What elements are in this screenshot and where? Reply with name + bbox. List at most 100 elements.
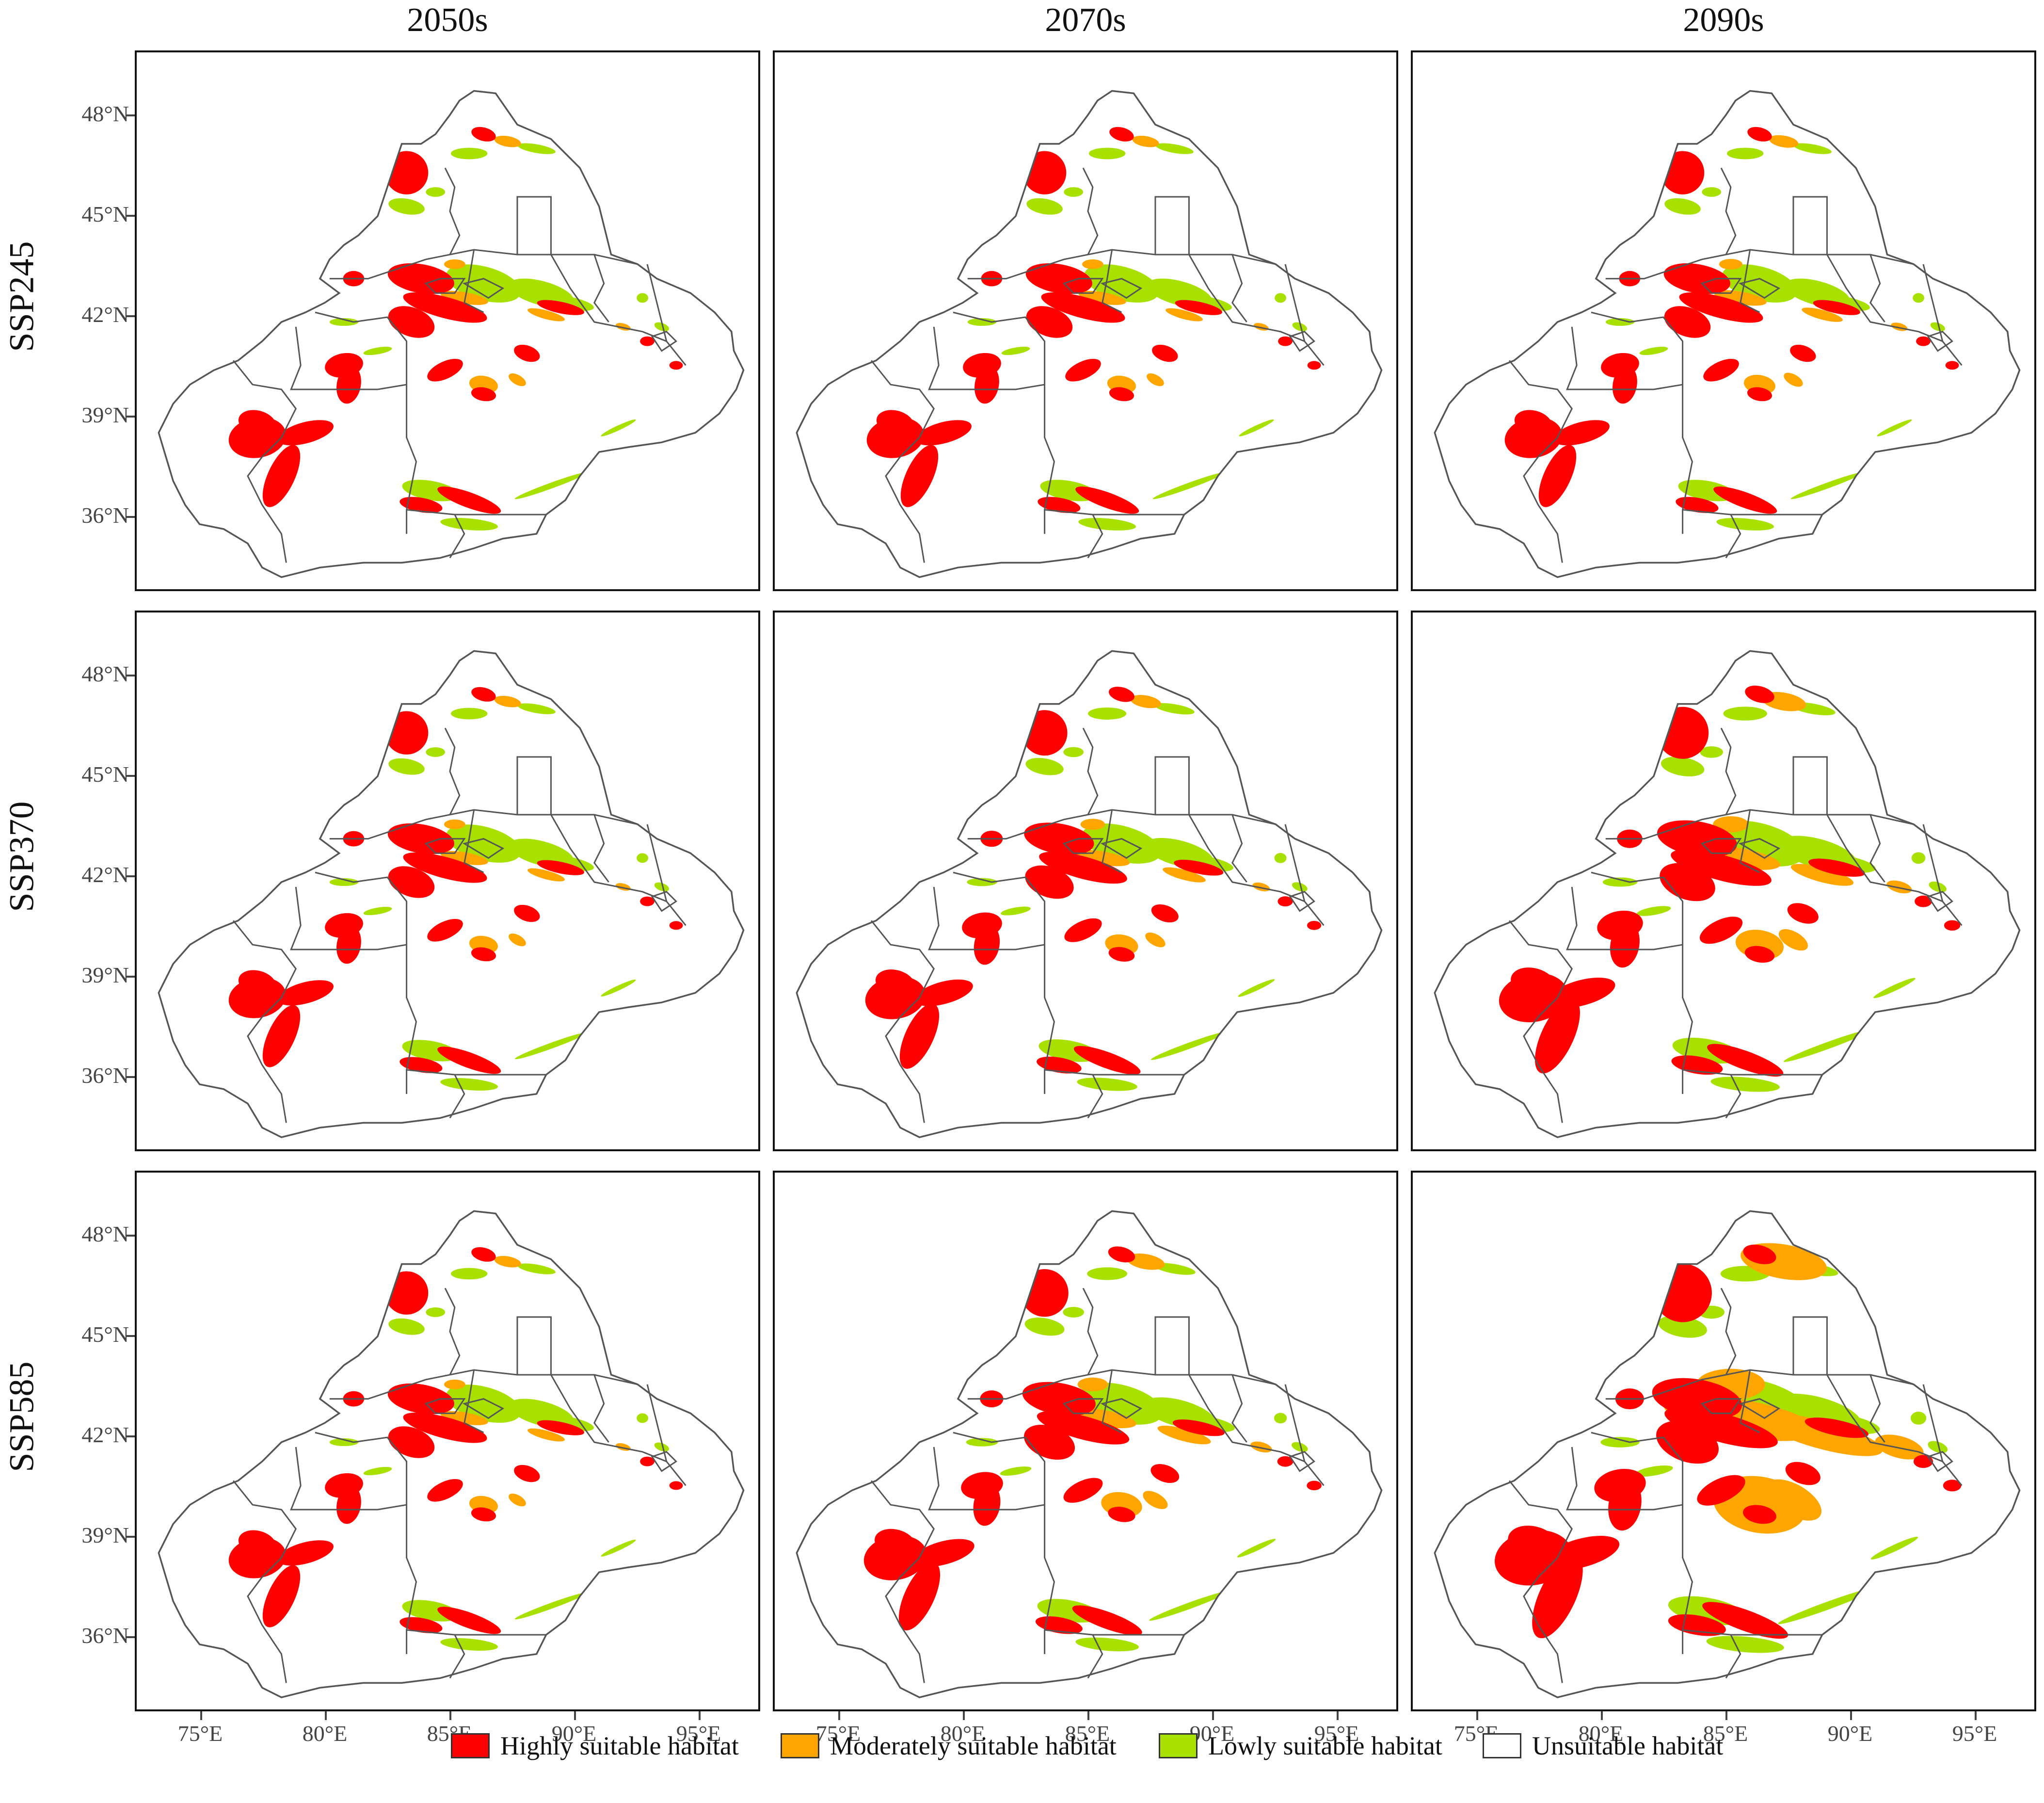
region-outline — [1434, 90, 2021, 579]
moderate-habitat-patch — [527, 1428, 565, 1442]
high-habitat-patch — [427, 918, 463, 942]
low-habitat-patch — [1873, 978, 1916, 998]
admin-boundary — [329, 809, 638, 840]
admin-boundary — [1720, 167, 1737, 255]
high-habitat-patch — [900, 445, 939, 507]
row-title-ssp370: SSP370 — [2, 801, 41, 912]
admin-boundary — [593, 254, 609, 322]
lat-label-48n: 48°N — [81, 661, 129, 686]
lat-label-48n: 48°N — [81, 1222, 129, 1246]
high-habitat-patch — [514, 344, 540, 362]
low-habitat-patch — [1087, 1267, 1128, 1280]
admin-boundary — [1087, 514, 1103, 559]
region-map — [158, 90, 745, 579]
high-habitat-patch — [1656, 1420, 1719, 1464]
high-habitat-patch — [1707, 1044, 1784, 1077]
high-habitat-patch — [640, 1456, 655, 1466]
admin-boundary — [1082, 167, 1099, 255]
high-habitat-patch — [403, 852, 487, 883]
high-habitat-patch — [1538, 445, 1577, 507]
admin-boundary — [463, 249, 484, 313]
moderate-habitat-patch — [1147, 373, 1164, 386]
high-habitat-patch — [238, 410, 276, 436]
lat-tick-mark — [126, 516, 135, 518]
low-habitat-patch — [1700, 746, 1724, 758]
admin-boundary — [449, 1074, 465, 1119]
region-fill — [797, 91, 1382, 578]
admin-boundary — [1284, 1384, 1306, 1462]
admin-boundary — [1927, 1451, 1953, 1472]
low-habitat-patch — [426, 187, 446, 197]
admin-boundary — [651, 891, 677, 912]
admin-boundary — [1284, 264, 1306, 342]
legend: Highly suitable habitat Moderately suita… — [0, 1726, 2044, 1765]
admin-boundary — [1738, 838, 1781, 859]
lon-tick-mark — [699, 1711, 701, 1720]
moderate-habitat-patch — [1078, 290, 1126, 305]
high-habitat-patch — [1660, 863, 1715, 902]
low-habitat-patch — [1075, 1637, 1139, 1652]
high-habitat-patch — [238, 1530, 276, 1557]
moderate-habitat-patch — [440, 1411, 488, 1425]
region-outline — [158, 90, 745, 579]
lat-tick-mark — [126, 875, 135, 877]
high-habitat-patch — [1278, 896, 1293, 907]
moderate-habitat-patch — [1875, 1434, 1924, 1460]
high-habitat-patch — [1151, 904, 1179, 923]
legend-swatch-low — [1159, 1733, 1198, 1758]
admin-boundary — [315, 871, 417, 1094]
low-habitat-patch — [517, 703, 556, 714]
moderate-habitat-patch — [444, 1379, 465, 1389]
low-habitat-patch — [1710, 1077, 1780, 1092]
low-habitat-patch — [1151, 1031, 1227, 1060]
admin-boundary — [646, 1384, 668, 1462]
high-habitat-patch — [1022, 1382, 1096, 1416]
region-map — [796, 1210, 1383, 1699]
lon-tick-mark — [574, 1711, 576, 1720]
low-habitat-patch — [1913, 293, 1925, 303]
admin-boundary — [1087, 1634, 1103, 1679]
legend-swatch-unsuitable — [1483, 1733, 1521, 1758]
high-habitat-patch — [1073, 1046, 1141, 1075]
high-habitat-patch — [1553, 420, 1610, 446]
admin-boundary — [516, 196, 552, 255]
lon-label-85e: 85°E — [1703, 1721, 1748, 1746]
admin-boundary — [1154, 1316, 1190, 1375]
low-habitat-patch — [1928, 1441, 1948, 1453]
admin-boundary — [290, 326, 407, 390]
admin-boundary — [953, 1432, 1055, 1654]
lon-tick-mark — [200, 1711, 202, 1720]
admin-boundary — [1869, 814, 1885, 883]
high-habitat-patch — [1785, 1462, 1820, 1485]
high-habitat-patch — [277, 980, 334, 1006]
moderate-habitat-patch — [527, 308, 565, 322]
low-habitat-patch — [1602, 877, 1638, 887]
low-habitat-patch — [601, 980, 636, 997]
admin-boundary — [516, 1316, 552, 1375]
admin-boundary — [233, 920, 297, 1123]
map-panel-ssp585-2090s — [1411, 1171, 2036, 1711]
lon-label-85e: 85°E — [1065, 1721, 1110, 1746]
high-habitat-patch — [1175, 300, 1222, 315]
moderate-habitat-patch — [1143, 1491, 1168, 1509]
admin-boundary — [967, 809, 1276, 840]
low-habitat-patch — [1063, 747, 1084, 757]
admin-boundary — [953, 871, 1055, 1094]
admin-boundary — [1682, 1069, 1822, 1076]
low-habitat-patch — [1636, 906, 1671, 916]
high-habitat-patch — [974, 365, 999, 404]
high-habitat-patch — [1699, 917, 1743, 944]
high-habitat-patch — [1108, 1246, 1135, 1263]
moderate-habitat-patch — [1802, 307, 1843, 322]
moderate-habitat-patch — [1145, 932, 1166, 948]
lon-tick-mark — [449, 1711, 451, 1720]
legend-item-moderate: Moderately suitable habitat — [781, 1726, 1117, 1765]
moderate-habitat-patch — [1719, 258, 1742, 270]
admin-boundary — [449, 514, 465, 559]
high-habitat-patch — [1108, 1507, 1135, 1522]
low-habitat-patch — [1155, 143, 1194, 154]
admin-boundary — [1738, 278, 1781, 299]
admin-boundary — [233, 1480, 297, 1683]
low-habitat-patch — [388, 758, 425, 775]
high-habitat-patch — [1174, 859, 1224, 876]
